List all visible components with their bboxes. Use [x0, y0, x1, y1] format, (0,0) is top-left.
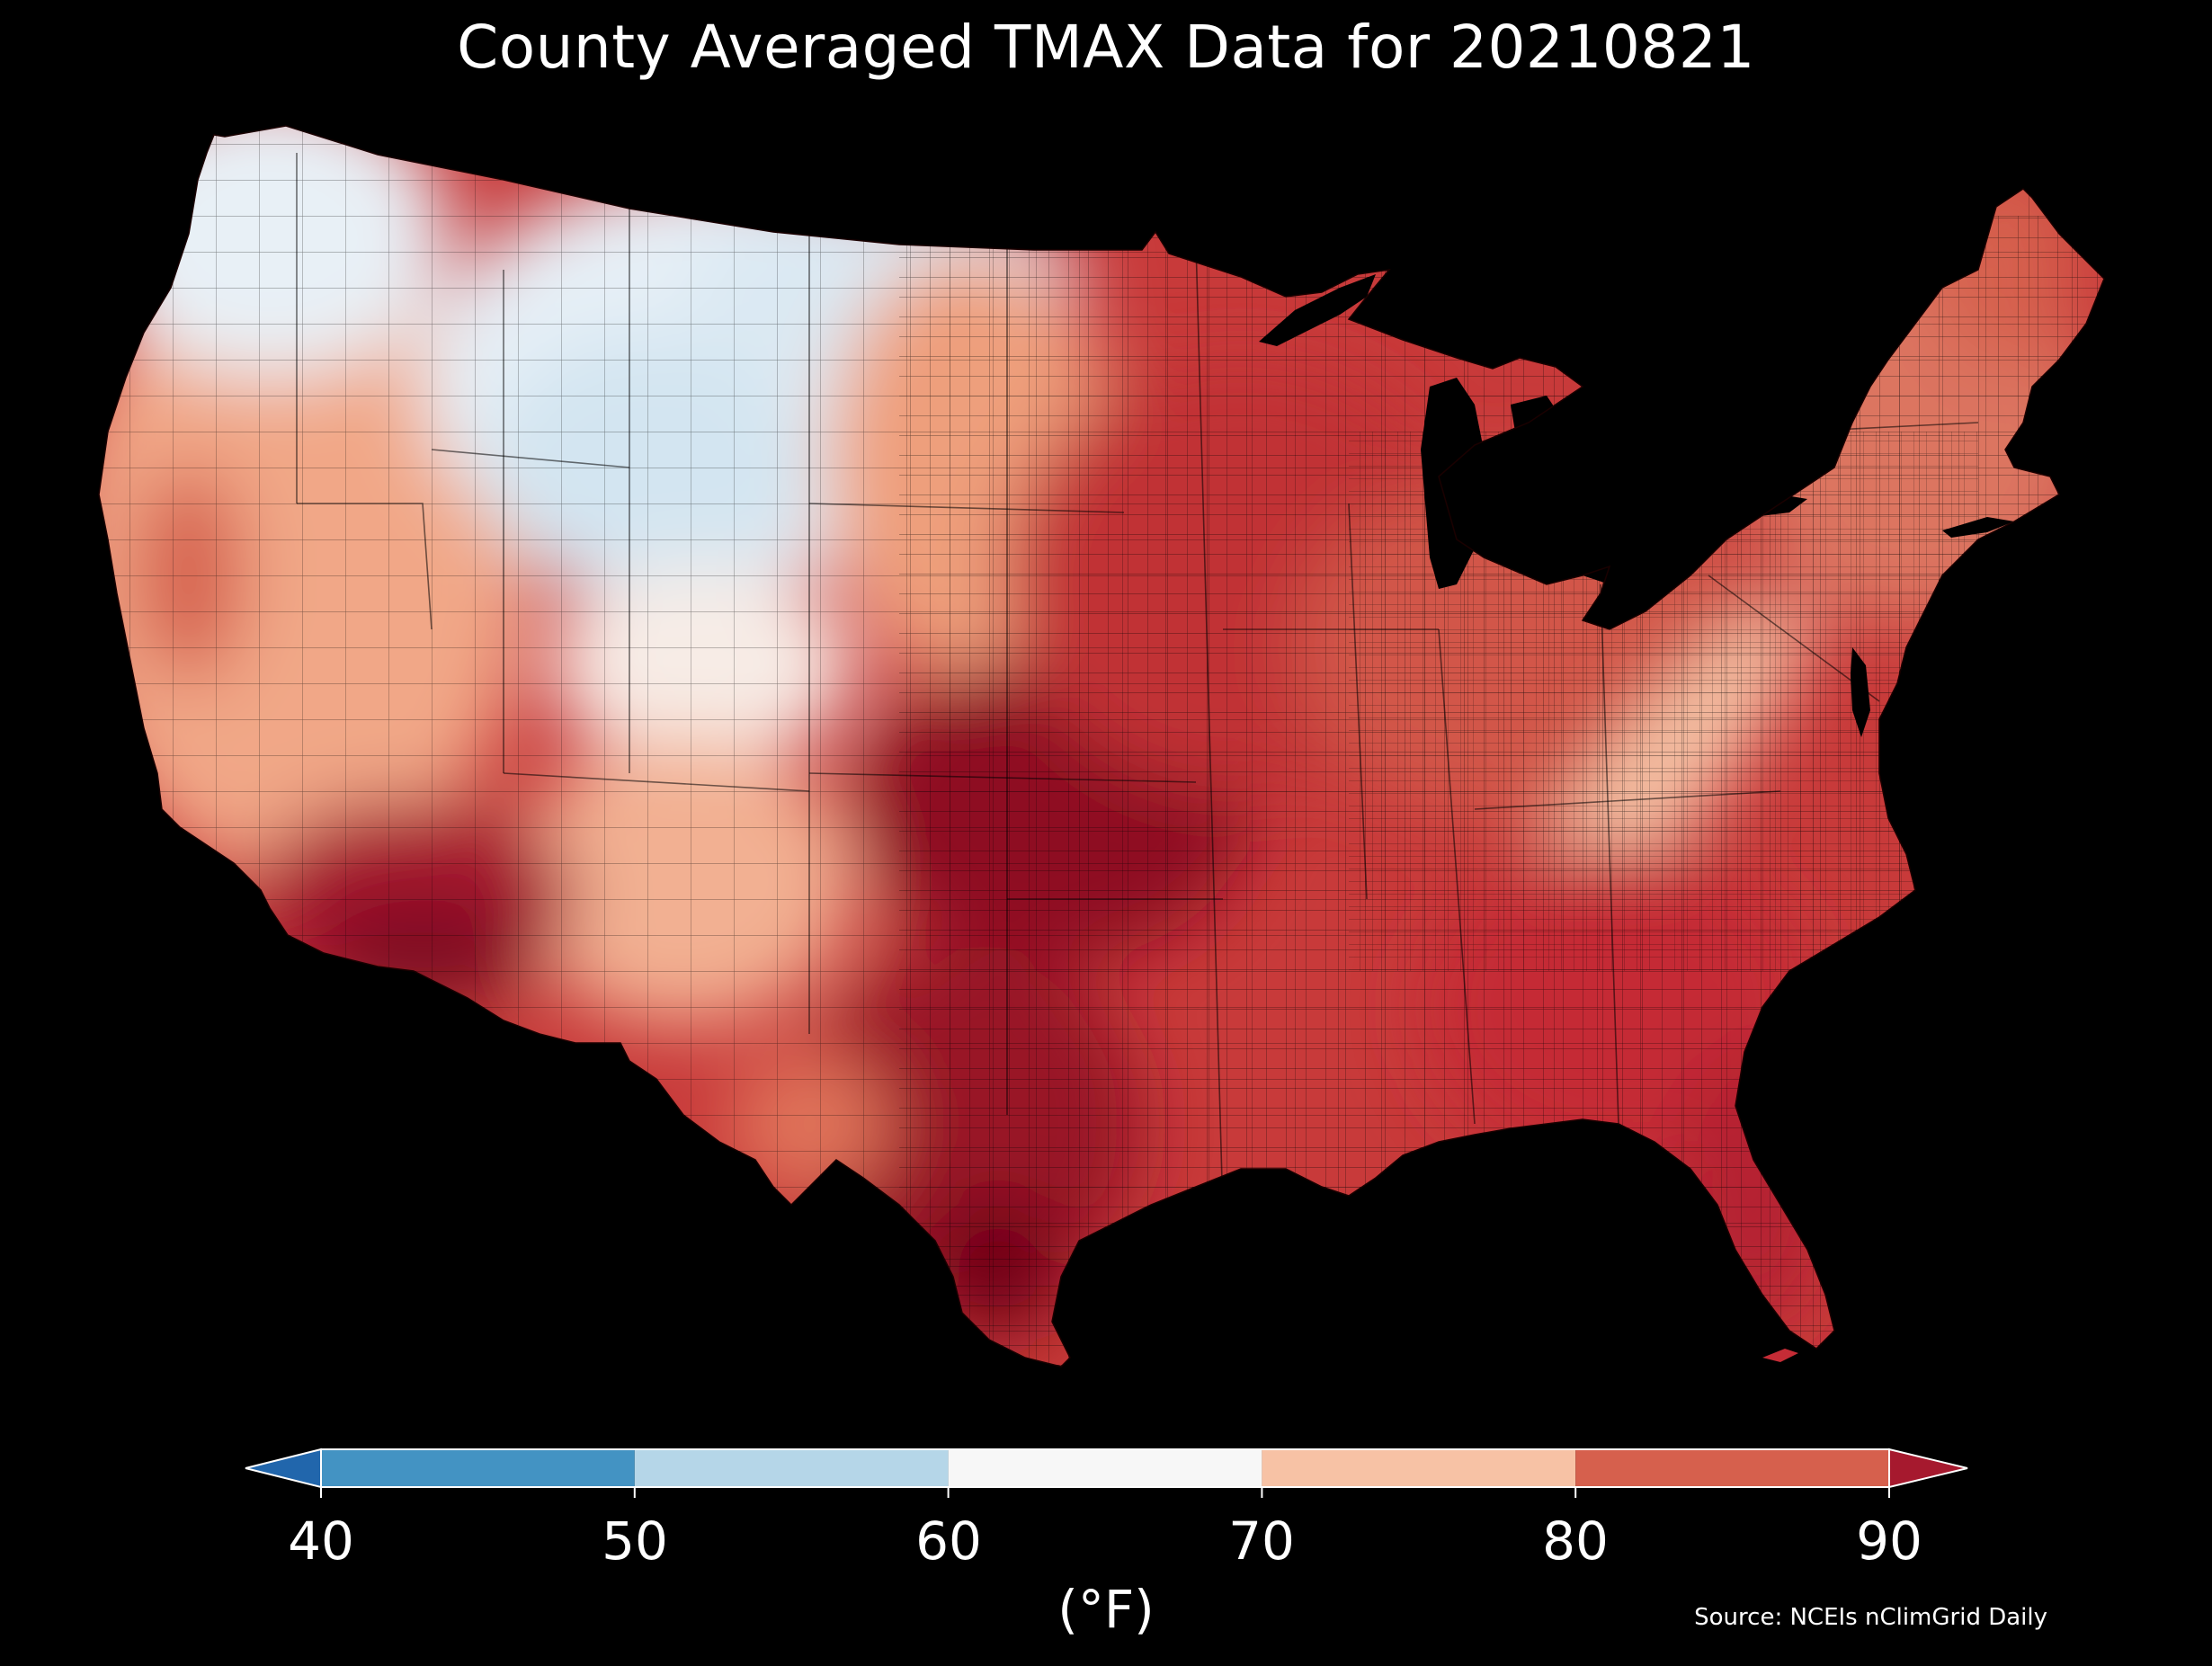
source-note: Source: NCEIs nClimGrid Daily — [1694, 1604, 2047, 1631]
colorbar-over-arrow — [1889, 1449, 1967, 1487]
colorbar-bin — [948, 1449, 1262, 1487]
colorbar-bin — [321, 1449, 635, 1487]
colorbar-under-arrow — [245, 1449, 321, 1487]
colorbar-bin — [1262, 1449, 1576, 1487]
colorbar-unit-label: (°F) — [1057, 1579, 1155, 1640]
colorbar-bin — [1575, 1449, 1889, 1487]
colorbar-tick-label: 40 — [288, 1510, 354, 1572]
colorbar-tick-label: 60 — [915, 1510, 982, 1572]
colorbar-tick-label: 70 — [1228, 1510, 1295, 1572]
colorbar-bin — [634, 1449, 949, 1487]
colorbar-tick-label: 90 — [1856, 1510, 1922, 1572]
colorbar-tick-label: 80 — [1542, 1510, 1609, 1572]
map-title: County Averaged TMAX Data for 20210821 — [457, 13, 1755, 82]
colorbar-tick-label: 50 — [602, 1510, 668, 1572]
